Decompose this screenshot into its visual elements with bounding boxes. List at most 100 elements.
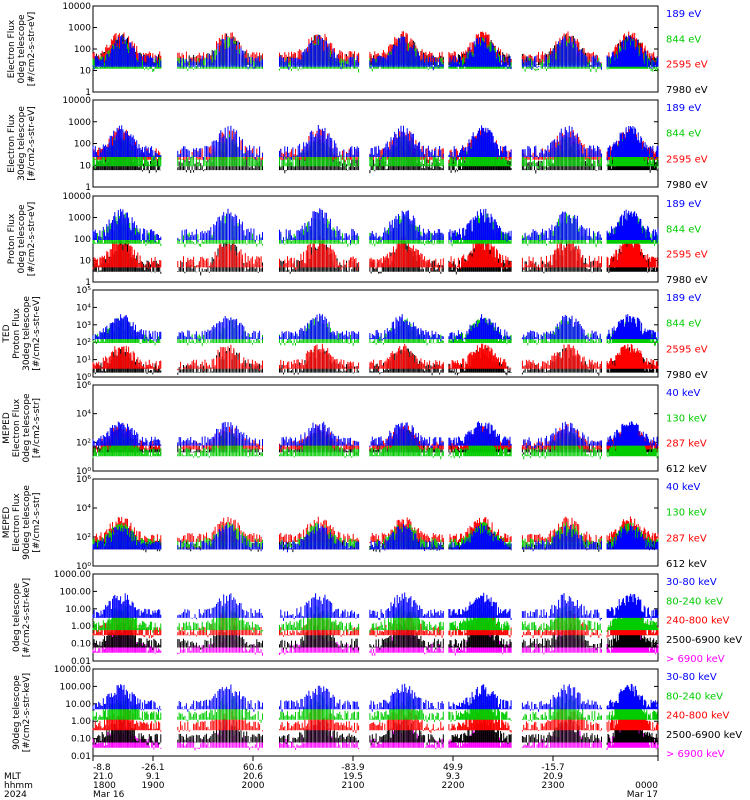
legend-entry: 189 eV: [666, 293, 701, 304]
panel-5: 10⁶ 10⁴ 10² 10⁰ MEPED Electron Flux 0deg teles…: [2, 381, 707, 477]
x-mlt-value: 9.3: [446, 772, 460, 782]
y-tick-label: 10: [80, 67, 92, 77]
legend-entry: > 6900 keV: [666, 749, 725, 760]
y-tick-label: 0.01: [71, 752, 91, 762]
series-189-ev: [92, 313, 659, 343]
x-mlt-value: 20.6: [243, 772, 263, 782]
legend-entry: 2595 eV: [666, 250, 708, 261]
panel-3: 10000 1000 100 10 1 Proton Flux 0deg telescope…: [7, 192, 708, 288]
series-30-80-kev: [92, 683, 659, 712]
legend-entry: 189 eV: [666, 9, 701, 20]
y-axis-label: Electron Flux: [7, 19, 17, 78]
legend-entry: 80-240 keV: [666, 596, 723, 607]
y-axis-label: [#/cm2-s-str]: [32, 398, 42, 458]
y-tick-label: 100.00: [60, 682, 92, 692]
legend-entry: 7980 eV: [666, 275, 708, 286]
legend-entry: 287 keV: [666, 533, 707, 544]
legend-entry: 2595 eV: [666, 154, 708, 165]
y-tick-label: 1000: [68, 214, 91, 224]
y-axis-label: MEPED: [2, 412, 12, 444]
x-hhmm-value: 2100: [342, 781, 365, 791]
y-tick-label: 1000.00: [54, 570, 91, 580]
x-date-end: Mar 17: [627, 790, 658, 800]
series-2500-6900-kev: [92, 717, 659, 746]
x-row-label: 2024: [4, 790, 27, 800]
legend-entry: 7980 eV: [666, 370, 708, 381]
x-axis: -8.8 -26.1 60.6 -83.9 49.9 -15.7 21.0 9.1 20.6 19…: [4, 756, 659, 800]
y-axis-label: Proton Flux: [7, 213, 17, 264]
y-axis-label: 90deg telescope: [22, 485, 32, 560]
x-top-value: 49.9: [443, 763, 463, 773]
y-tick-label: 10⁴: [76, 410, 91, 420]
y-tick-label: 100: [74, 140, 91, 150]
y-tick-label: 10⁴: [76, 303, 91, 313]
series-189-ev: [92, 208, 659, 244]
y-axis-label: TED: [2, 324, 12, 343]
y-axis-label: Electron Flux: [7, 114, 17, 173]
y-tick-label: 0.01: [71, 657, 91, 667]
x-hhmm-value: 2300: [542, 781, 565, 791]
x-hhmm-value: 1900: [142, 781, 165, 791]
panel-1: 10000 1000 100 10 1 Electron Flux 0deg telesco…: [7, 2, 708, 98]
legend-entry: 40 keV: [666, 388, 700, 399]
y-tick-label: 10³: [76, 321, 91, 331]
panel-frame: [92, 478, 659, 567]
y-axis-label: [#/cm2-s-str-eV]: [32, 296, 42, 371]
x-mlt-value: 20.9: [543, 772, 563, 782]
legend-entry: 189 eV: [666, 103, 701, 114]
x-row-label: hhmm: [4, 781, 33, 791]
y-tick-label: 10.00: [65, 700, 91, 710]
x-top-value: -8.8: [93, 763, 111, 773]
y-axis-label: 0deg telescope: [12, 583, 22, 653]
legend-entry: 30-80 keV: [666, 577, 717, 588]
y-tick-label: 100: [74, 45, 91, 55]
y-axis-label: [#/cm2-s-str-eV]: [27, 106, 37, 181]
y-axis-label: 30deg telescope: [22, 296, 32, 371]
y-axis-label: MEPED: [2, 507, 12, 539]
y-tick-label: 10²: [76, 438, 91, 448]
x-top-value: -26.1: [141, 763, 164, 773]
y-axis-label: [#/cm2-s-str-eV]: [27, 202, 37, 277]
y-tick-label: 10⁶: [76, 475, 91, 485]
x-top-value: -83.9: [341, 763, 365, 773]
series-189-ev: [92, 125, 659, 161]
legend-entry: 80-240 keV: [666, 691, 723, 702]
y-axis-label: 30deg telescope: [17, 106, 27, 181]
series-40-kev: [92, 523, 659, 553]
y-tick-label: 10⁵: [76, 286, 91, 296]
x-mlt-value: 19.5: [343, 772, 363, 782]
legend-entry: 844 eV: [666, 34, 701, 45]
y-tick-label: 10000: [62, 2, 91, 12]
x-mlt-value: 9.1: [146, 772, 160, 782]
y-tick-label: 1: [85, 183, 91, 193]
legend-entry: 7980 eV: [666, 180, 708, 191]
y-tick-label: 10⁶: [76, 381, 91, 391]
series-30-80-kev: [92, 592, 659, 621]
legend-entry: 30-80 keV: [666, 672, 717, 683]
y-tick-label: 10⁰: [76, 373, 91, 383]
panel-8: 1000.00 100.00 10.00 1.00 0.10 0.01 90deg tele…: [12, 665, 742, 762]
legend-entry: 844 eV: [666, 319, 701, 330]
y-tick-label: 10000: [62, 96, 91, 106]
legend-entry: 2500-6900 keV: [666, 730, 742, 741]
y-tick-label: 10²: [76, 533, 91, 543]
y-axis-label: 0deg telescope: [17, 14, 27, 84]
legend-entry: 2595 eV: [666, 60, 708, 71]
series-2595-ev: [92, 343, 659, 372]
legend-entry: 7980 eV: [666, 85, 708, 96]
y-tick-label: 10: [80, 161, 92, 171]
y-tick-label: 10⁴: [76, 504, 91, 514]
series-40-kev: [92, 421, 659, 449]
y-tick-label: 1000: [68, 24, 91, 34]
x-mlt-value: 21.0: [93, 772, 113, 782]
y-tick-label: 10: [80, 257, 92, 267]
legend-entry: 612 keV: [666, 559, 707, 570]
x-top-value: -15.7: [541, 763, 564, 773]
x-date-start: Mar 16: [93, 790, 125, 800]
y-axis-label: Electron Flux: [12, 493, 22, 552]
legend-entry: 240-800 keV: [666, 616, 730, 627]
panel-4: 10⁵ 10⁴ 10³ 10² 10¹ 10⁰ TED Proton Flux 30deg te…: [2, 286, 708, 383]
y-tick-label: 1.00: [71, 717, 91, 727]
panel-7: 1000.00 100.00 10.00 1.00 0.10 0.01 0deg teles…: [12, 570, 742, 667]
legend-entry: 612 keV: [666, 464, 707, 475]
